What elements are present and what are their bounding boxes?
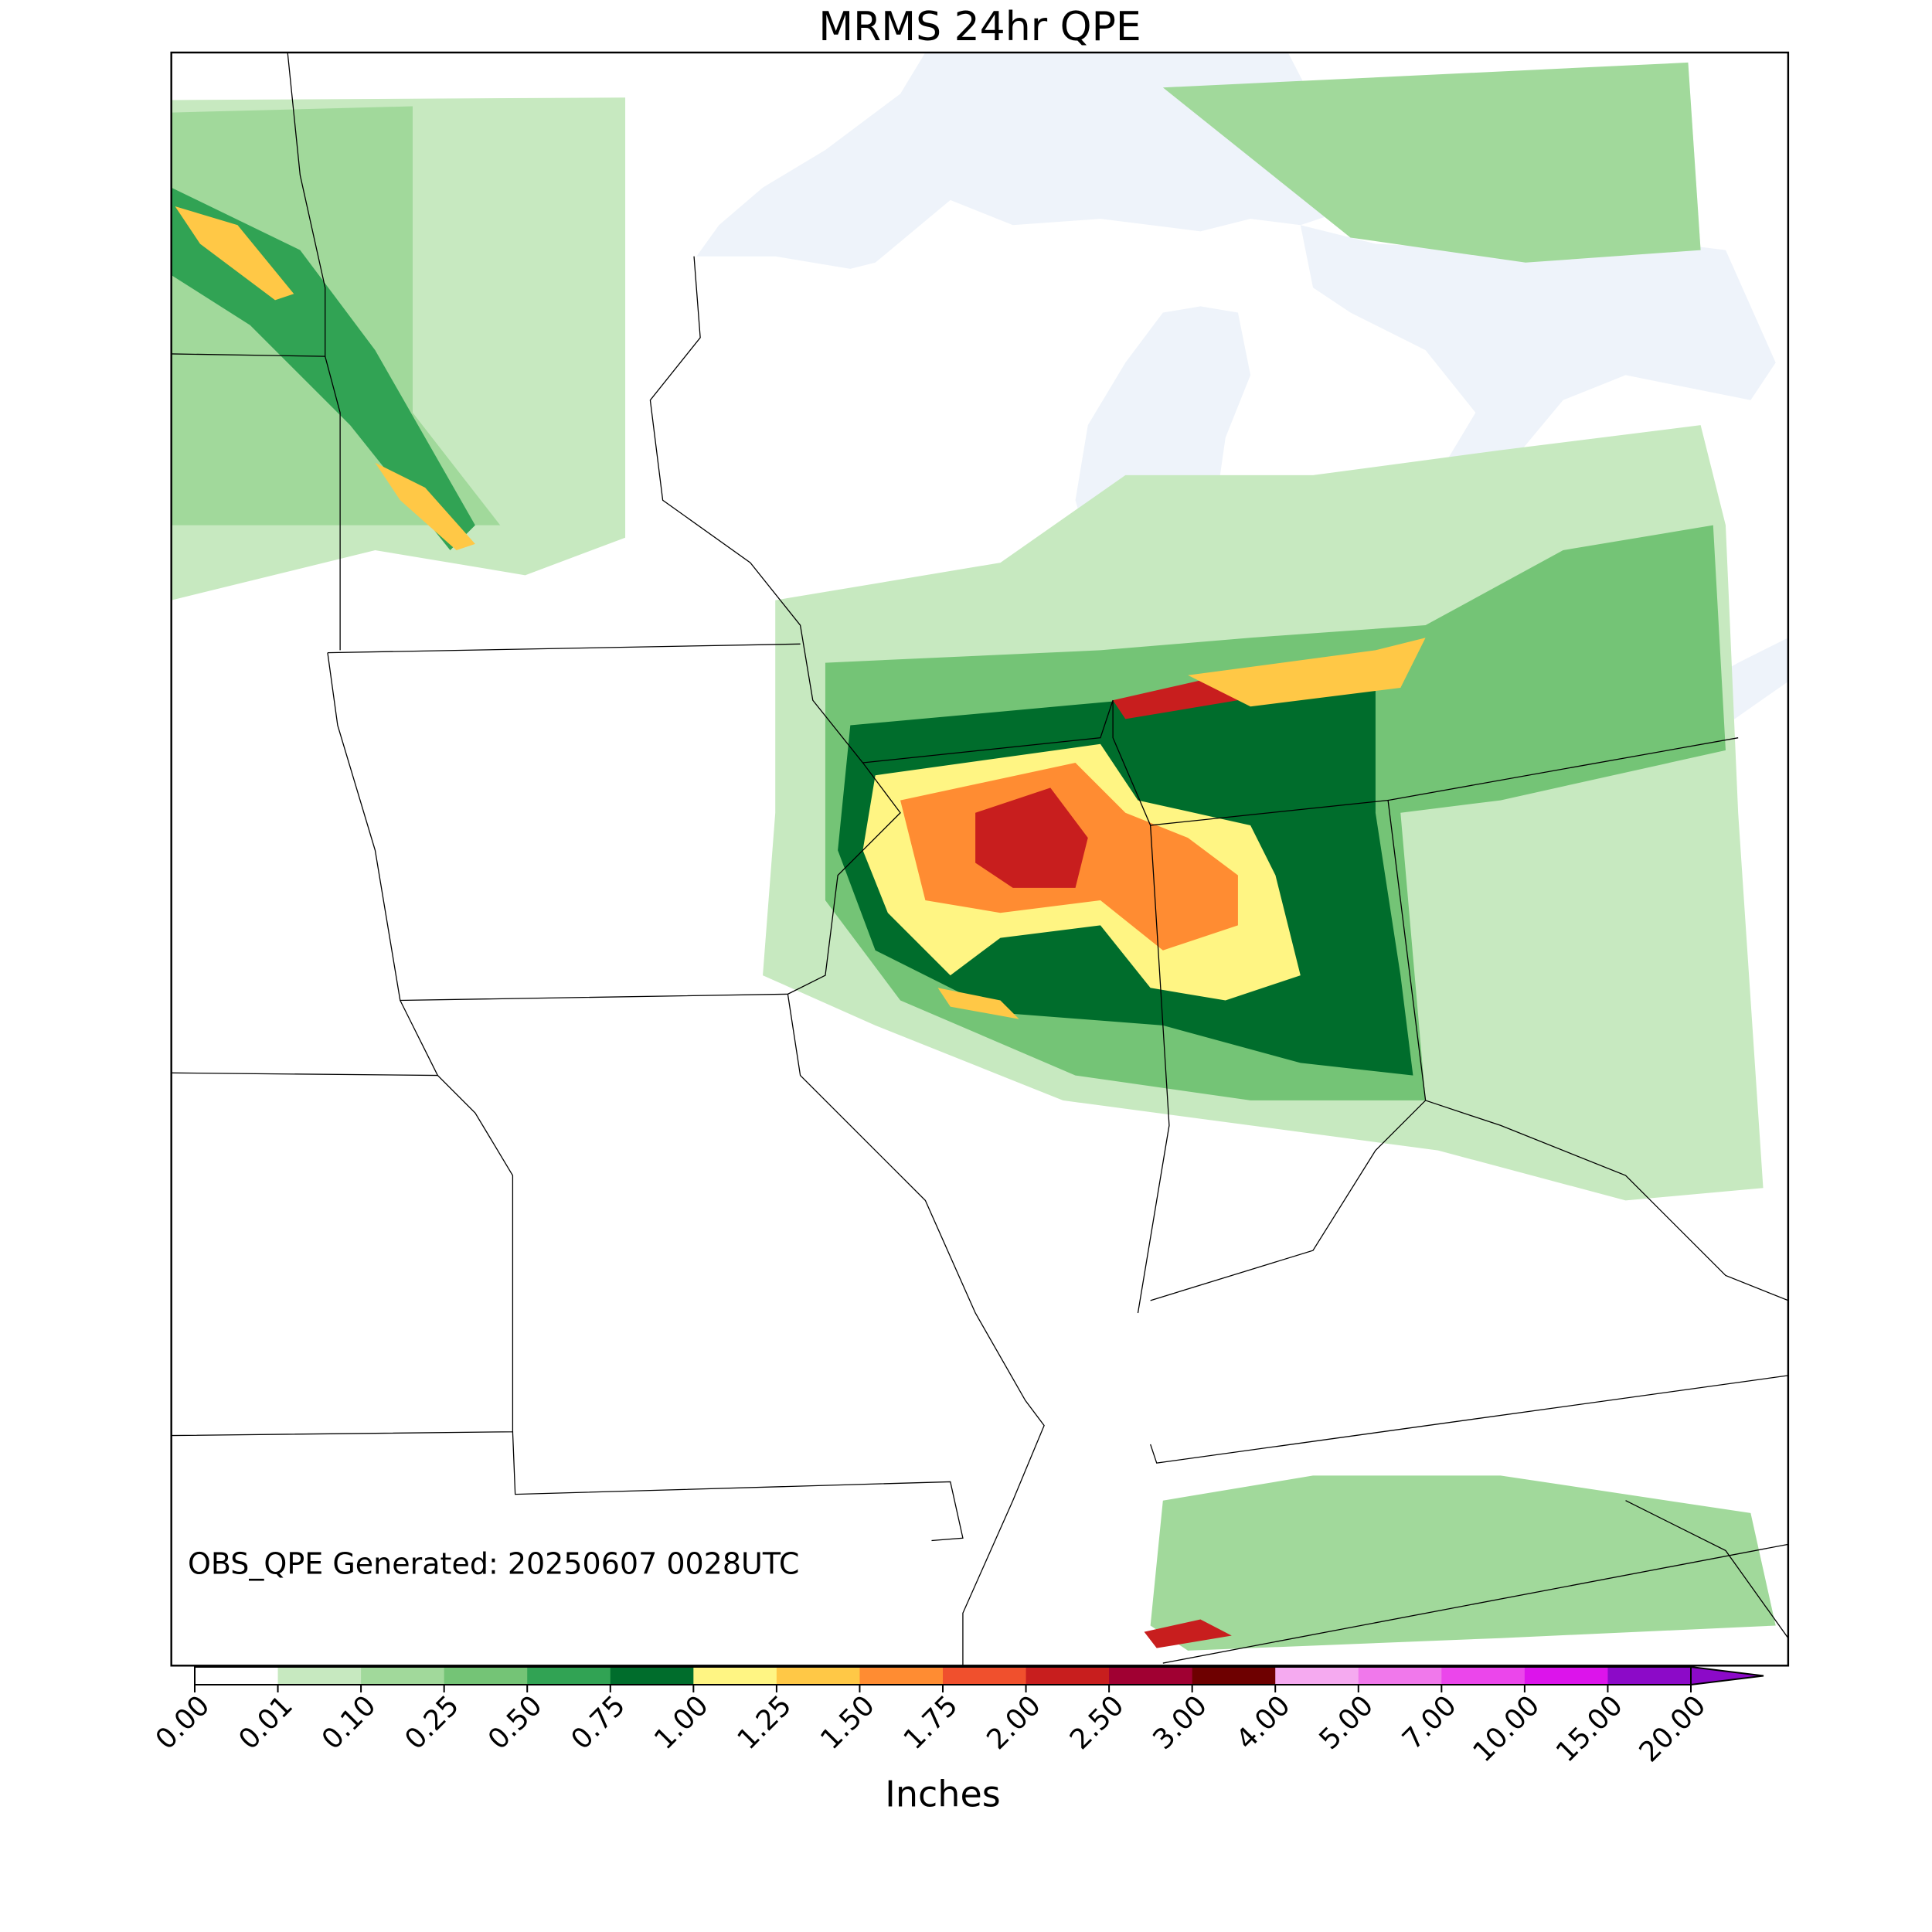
precip-area [1144,1619,1232,1648]
precip-area [975,668,1338,888]
colorbar-segment [1026,1667,1110,1685]
colorbar-segment [1524,1667,1608,1685]
map-content [171,52,1788,1666]
lake [696,52,1338,269]
map-title: MRMS 24hr QPE [818,4,1141,50]
annotation: OBS_QPE Generated: 20250607 0028UTC [188,1547,799,1581]
colorbar-segment [1275,1667,1359,1685]
colorbar-segment [1109,1667,1193,1685]
map [170,51,1790,1667]
colorbar-segment [943,1667,1027,1685]
colorbar-segment [277,1667,362,1685]
borders [171,52,1788,1666]
precip-area [1150,1475,1776,1651]
colorbar-segment [1441,1667,1526,1685]
colorbar-segment [776,1667,860,1685]
colorbar-segment [610,1667,694,1685]
colorbar-segment [195,1667,279,1685]
precip-area [937,638,1426,1019]
precip-area [175,206,475,550]
precip-area [1162,62,1701,263]
colorbar-segment [1607,1667,1692,1685]
colorbar-label: Inches [885,1774,1000,1815]
colorbar-segment [361,1667,445,1685]
colorbar-segment [1358,1667,1442,1685]
colorbar-segment [693,1667,777,1685]
colorbar-segment [444,1667,528,1685]
colorbar-segment [527,1667,611,1685]
map-frame [170,51,1790,1667]
lake [1300,225,1776,526]
colorbar-segment [859,1667,944,1685]
colorbar-segment [1192,1667,1276,1685]
